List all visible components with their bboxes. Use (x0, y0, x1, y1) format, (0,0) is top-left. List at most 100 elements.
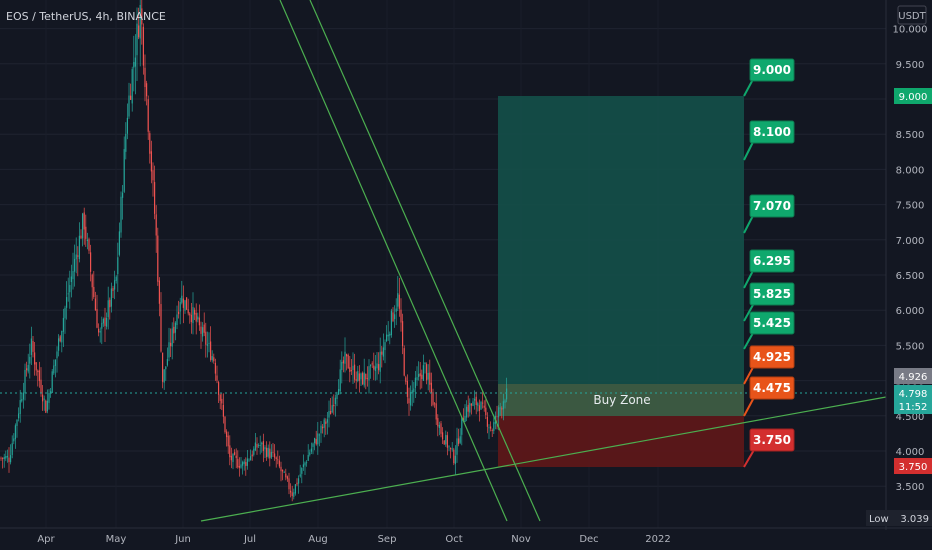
descending-trendline-left[interactable] (279, 0, 508, 522)
candle-body (309, 452, 311, 455)
candle-body (435, 403, 437, 420)
low-badge (866, 510, 932, 526)
callout-box (749, 345, 795, 369)
candle-body (331, 405, 333, 413)
candle-body (173, 326, 175, 334)
low-label: Low (869, 514, 889, 525)
time-tick-label: Nov (511, 534, 531, 545)
price-axis[interactable]: 10.000 9.500 9.000 8.500 8.000 7.500 7.000 6.50… (866, 0, 932, 530)
callout-box (749, 194, 795, 218)
candle-body (120, 196, 122, 233)
candle-body (101, 322, 103, 329)
candle-body (440, 423, 442, 434)
symbol-info: EOS / TetherUS, 4h, BINANCE (6, 10, 166, 23)
candle-body (317, 433, 319, 445)
candle-body (162, 352, 164, 382)
candle-body (5, 456, 7, 459)
candle-body (131, 69, 133, 104)
time-tick-label: May (106, 534, 127, 545)
candle-body (315, 439, 317, 445)
candle-body (338, 389, 340, 395)
candle-body (312, 443, 314, 447)
callout-7070[interactable]: 7.070 (743, 194, 795, 234)
candle-body (122, 192, 124, 198)
descending-trendline-right[interactable] (309, 0, 541, 522)
candle-body (203, 324, 205, 333)
time-axis[interactable]: Apr May Jun Jul Aug Sep Oct Nov Dec 2022 (0, 527, 932, 545)
candle-body (267, 447, 269, 457)
candle-body (125, 133, 127, 152)
candle-body (30, 338, 32, 355)
candle-body (294, 484, 296, 494)
stop-zone[interactable] (498, 416, 744, 467)
candle-body (379, 351, 381, 372)
candle-body (341, 361, 343, 371)
candle-body (251, 454, 253, 457)
price-tick-label: 9.500 (896, 60, 925, 71)
candle-body (227, 435, 229, 447)
candle-body (413, 388, 415, 393)
callout-3750[interactable]: 3.750 (743, 428, 795, 468)
candle-body (272, 451, 274, 453)
candle-body (405, 377, 407, 382)
candle-body (6, 455, 8, 458)
candle-body (363, 372, 365, 386)
ascending-trendline[interactable] (200, 396, 887, 522)
candle-body (416, 377, 418, 381)
currency-box[interactable] (897, 5, 927, 25)
candle-body (254, 442, 256, 451)
callout-4475[interactable]: 4.475 (743, 376, 795, 417)
candle-body (478, 405, 480, 411)
candle-body (61, 331, 63, 343)
callout-5825[interactable]: 5.825 (743, 282, 795, 322)
position-tool[interactable]: Buy Zone (498, 96, 744, 467)
candle-body (322, 426, 324, 429)
callout-text: 3.750 (753, 433, 791, 447)
candle-body (165, 366, 167, 370)
candle-body (496, 416, 498, 418)
candle-body (8, 457, 10, 463)
candle-body (222, 404, 224, 417)
candle-body (330, 410, 332, 415)
candle-body (358, 373, 360, 381)
candle-body (360, 373, 362, 380)
candle-body (38, 370, 40, 382)
candle-body (472, 401, 474, 406)
candle-body (202, 327, 204, 337)
candle-body (326, 419, 328, 423)
candle-body (454, 455, 456, 464)
callout-box (749, 311, 795, 335)
candle-body (269, 448, 271, 459)
candle-body (46, 400, 48, 412)
candle-body (394, 314, 396, 320)
callouts[interactable]: 9.000 8.100 7.070 6.295 5.825 5.425 (743, 58, 795, 468)
candle-body (395, 308, 397, 312)
candle-body (115, 276, 117, 281)
candle-body (346, 354, 348, 357)
candle-body (387, 334, 389, 337)
candle-body (442, 432, 444, 440)
trendlines[interactable] (200, 0, 887, 522)
target-zone[interactable] (498, 96, 744, 384)
price-tick-label: 6.000 (896, 306, 925, 317)
callout-6295[interactable]: 6.295 (743, 249, 795, 289)
callout-8100[interactable]: 8.100 (743, 120, 795, 161)
candle-body (77, 255, 79, 257)
candle-body (74, 258, 76, 272)
candle-body (110, 288, 112, 307)
callout-9000[interactable]: 9.000 (743, 58, 795, 97)
candle-body (123, 149, 125, 192)
callout-5425[interactable]: 5.425 (743, 311, 795, 350)
candle-body (426, 364, 428, 381)
callout-4925[interactable]: 4.925 (743, 345, 795, 385)
buy-zone[interactable] (498, 384, 744, 416)
candle-body (206, 344, 208, 346)
candle-body (350, 370, 352, 372)
candle-body (67, 293, 69, 295)
candle-body (446, 435, 448, 448)
candle-body (18, 413, 20, 419)
price-tick-label: 8.500 (896, 130, 925, 141)
candle-body (470, 403, 472, 406)
time-tick-label: 2022 (645, 534, 670, 545)
